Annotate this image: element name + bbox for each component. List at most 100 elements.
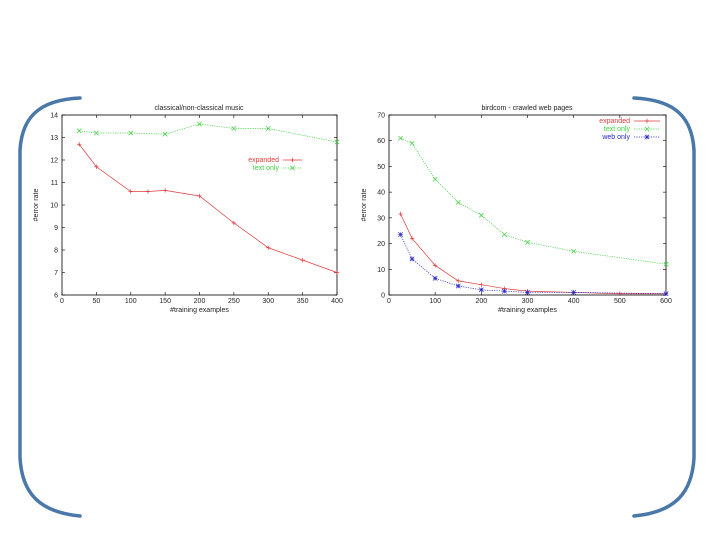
chart2-frame <box>388 114 667 296</box>
y-tick-label: 11 <box>51 180 58 187</box>
data-point-expanded <box>197 193 202 199</box>
x-tick-label: 50 <box>92 298 100 305</box>
chart1-title: classical/non-classical music <box>154 105 244 112</box>
x-tick-label: 150 <box>159 298 171 305</box>
data-point-expanded <box>162 188 168 193</box>
data-point-expanded <box>266 245 271 250</box>
x-tick-label: 0 <box>60 298 64 305</box>
data-point-text-only <box>478 212 484 218</box>
data-point-expanded <box>128 189 133 194</box>
data-point-web-only <box>478 287 484 293</box>
chart2-series <box>398 135 669 297</box>
x-tick-label: 500 <box>614 298 626 305</box>
y-tick-label: 13 <box>50 135 58 142</box>
chart2-xlabel: #training examples <box>498 307 557 314</box>
data-point-text-only <box>197 121 202 127</box>
data-point-web-only <box>432 275 438 281</box>
data-point-web-only <box>525 289 530 295</box>
data-point-text-only <box>162 131 168 137</box>
legend-marker-expanded <box>290 157 295 163</box>
x-tick-label: 600 <box>660 298 672 305</box>
data-point-text-only <box>571 248 577 254</box>
y-tick-label: 70 <box>377 113 385 120</box>
chart2-axes: 0 100 200 300 400 500 600 0 10 20 30 40 50 60 70 <box>377 113 672 306</box>
series-line-web-only <box>400 234 667 295</box>
data-point-text-only <box>231 126 237 131</box>
chart1-legend-label-expanded: expanded <box>248 157 279 164</box>
data-point-text-only <box>501 232 507 238</box>
data-point-expanded <box>398 211 403 217</box>
data-point-web-only <box>663 291 669 297</box>
data-point-text-only <box>334 139 340 145</box>
series-line-expanded <box>400 213 666 295</box>
x-tick-label: 100 <box>125 298 137 305</box>
x-tick-label: 0 <box>387 298 391 305</box>
chart2-legend: expanded text only web only <box>599 118 660 141</box>
x-tick-label: 400 <box>331 298 343 305</box>
data-point-expanded <box>76 142 82 147</box>
data-point-text-only <box>409 140 415 146</box>
chart1-ylabel: #error rate <box>33 189 40 222</box>
y-tick-label: 10 <box>377 267 385 274</box>
data-point-expanded <box>409 236 415 241</box>
chart-birdcom: birdcom - crawled web pages 0 100 200 300 40… <box>361 105 672 314</box>
series-line-text-only <box>400 137 667 265</box>
data-point-web-only <box>455 283 461 289</box>
legend-marker-text-only <box>290 165 295 171</box>
x-tick-label: 200 <box>194 298 206 305</box>
data-point-expanded <box>617 291 623 296</box>
data-point-expanded <box>300 257 305 263</box>
chart1-legend: expanded text only <box>248 157 302 172</box>
y-tick-label: 14 <box>50 113 58 120</box>
data-point-expanded <box>432 263 438 268</box>
chart2-title: birdcom - crawled web pages <box>481 105 573 112</box>
y-tick-label: 30 <box>377 215 385 222</box>
legend-marker-web-only <box>644 134 650 140</box>
x-tick-label: 350 <box>297 298 309 305</box>
y-tick-label: 60 <box>377 138 385 145</box>
x-tick-label: 300 <box>522 298 534 305</box>
y-tick-label: 20 <box>377 241 385 248</box>
y-tick-label: 0 <box>381 293 385 300</box>
data-point-text-only <box>525 239 530 245</box>
series-line-text-only <box>79 123 338 143</box>
data-point-expanded <box>479 282 484 287</box>
data-point-expanded <box>334 270 340 275</box>
series-line-expanded <box>78 144 338 273</box>
data-point-text-only <box>663 261 669 267</box>
chart1-frame <box>61 114 338 296</box>
legend-marker-text-only <box>644 126 650 132</box>
data-point-text-only <box>93 130 99 136</box>
chart2-ylabel: #error rate <box>361 189 368 222</box>
y-tick-label: 8 <box>54 248 58 255</box>
data-point-text-only <box>432 176 438 182</box>
data-point-web-only <box>501 288 507 294</box>
data-point-web-only <box>409 256 415 262</box>
data-point-expanded <box>145 189 151 194</box>
x-tick-label: 250 <box>228 298 240 305</box>
chart2-legend-label-text-only: text only <box>604 126 631 133</box>
y-tick-label: 12 <box>50 158 58 165</box>
data-point-text-only <box>265 126 271 131</box>
chart1-axes: 0 50 100 150 200 250 300 350 400 6 7 8 9 10 11 12 13 14 <box>50 113 343 306</box>
data-point-text-only <box>128 130 134 136</box>
chart-classical-music: classical/non-classical music 0 50 100 150 2… <box>33 105 343 314</box>
chart1-legend-label-text-only: text only <box>253 165 280 172</box>
chart2-legend-label-expanded: expanded <box>599 118 630 125</box>
y-tick-label: 7 <box>54 270 58 277</box>
right-bracket <box>632 96 696 518</box>
chart1-xlabel: #training examples <box>170 307 229 314</box>
chart2-legend-label-web-only: web only <box>601 134 630 141</box>
data-point-text-only <box>398 135 403 141</box>
data-point-expanded <box>231 220 237 226</box>
data-point-web-only <box>398 232 403 238</box>
legend-marker-expanded <box>644 118 650 124</box>
x-tick-label: 200 <box>475 298 487 305</box>
data-point-web-only <box>571 289 577 295</box>
y-tick-label: 6 <box>54 293 58 300</box>
y-tick-label: 40 <box>377 190 385 197</box>
y-tick-label: 10 <box>50 203 58 210</box>
data-point-expanded <box>456 278 461 284</box>
y-tick-label: 9 <box>54 225 58 232</box>
